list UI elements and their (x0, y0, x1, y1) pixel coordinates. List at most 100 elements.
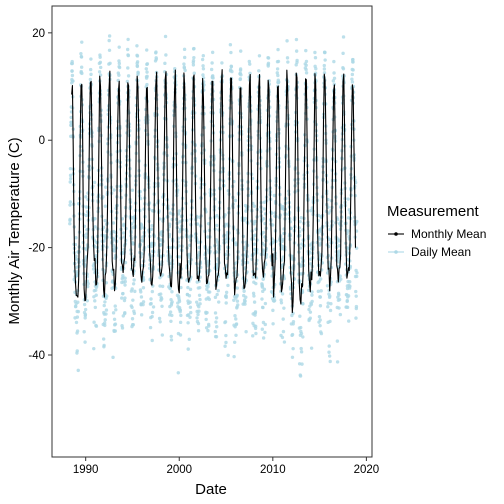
daily-mean-point (264, 262, 268, 267)
daily-mean-point (239, 73, 243, 77)
daily-mean-point (130, 305, 134, 310)
daily-mean-point (347, 237, 352, 241)
daily-mean-point (262, 287, 267, 291)
daily-mean-point (304, 71, 309, 75)
daily-mean-point (131, 282, 136, 286)
daily-mean-point (210, 50, 215, 55)
x-axis: 1990 2000 2010 2020 (73, 457, 379, 476)
daily-mean-point (253, 233, 257, 237)
daily-mean-point (69, 120, 74, 125)
daily-mean-point (215, 240, 220, 244)
daily-mean-point (322, 71, 327, 75)
daily-mean-point (86, 284, 90, 289)
daily-mean-point (234, 333, 238, 337)
daily-mean-point (332, 59, 336, 64)
daily-mean-point (68, 203, 72, 207)
daily-mean-point (328, 308, 333, 313)
daily-mean-point (310, 293, 314, 297)
daily-mean-point (84, 235, 88, 239)
daily-mean-point (92, 320, 96, 324)
daily-mean-point (177, 209, 182, 213)
daily-mean-point (223, 320, 228, 324)
daily-mean-point (243, 261, 247, 265)
daily-mean-point (188, 300, 192, 304)
daily-mean-point (75, 349, 79, 353)
daily-mean-point (241, 234, 246, 239)
daily-mean-point (178, 308, 182, 312)
y-tick-label: -20 (28, 243, 45, 255)
daily-mean-point (140, 252, 144, 256)
daily-mean-point (216, 289, 220, 293)
daily-mean-point (224, 333, 228, 338)
daily-mean-point (310, 299, 314, 304)
daily-mean-point (304, 59, 309, 64)
daily-mean-point (257, 69, 261, 73)
daily-mean-point (191, 63, 196, 67)
daily-mean-point (198, 285, 202, 290)
daily-mean-point (291, 346, 295, 351)
daily-mean-point (178, 255, 182, 259)
daily-mean-point (145, 82, 149, 87)
daily-mean-point (318, 304, 323, 308)
daily-mean-point (149, 227, 154, 231)
daily-mean-point (317, 314, 322, 319)
daily-mean-point (74, 304, 78, 309)
daily-mean-point (108, 61, 112, 65)
daily-mean-point (188, 315, 192, 319)
daily-mean-point (205, 287, 209, 292)
daily-mean-point (169, 338, 174, 342)
daily-mean-point (325, 284, 330, 288)
daily-mean-point (270, 223, 275, 227)
daily-mean-point (179, 285, 183, 290)
daily-mean-point (139, 290, 143, 294)
daily-mean-point (252, 294, 256, 298)
daily-mean-point (112, 188, 116, 192)
daily-mean-point (213, 311, 218, 315)
daily-mean-point (313, 50, 317, 55)
daily-mean-point (71, 79, 75, 83)
daily-mean-point (103, 204, 108, 208)
daily-mean-point (159, 292, 163, 296)
daily-mean-point (244, 295, 248, 299)
daily-mean-point (105, 294, 109, 298)
daily-mean-point (215, 223, 219, 228)
daily-mean-point (280, 335, 285, 340)
daily-mean-point (68, 180, 72, 184)
daily-mean-point (206, 285, 210, 289)
daily-mean-point (295, 58, 299, 63)
daily-mean-point (187, 252, 192, 257)
legend-key-daily (388, 250, 404, 254)
daily-mean-point (206, 221, 211, 226)
daily-mean-point (298, 219, 302, 224)
daily-mean-point (309, 346, 314, 350)
daily-mean-point (299, 216, 303, 220)
daily-mean-point (262, 207, 266, 211)
daily-mean-point (260, 297, 264, 301)
daily-mean-point (335, 360, 340, 364)
daily-mean-point (314, 67, 318, 71)
daily-mean-point (234, 317, 238, 321)
daily-mean-point (251, 334, 255, 338)
daily-mean-point (290, 355, 295, 359)
daily-mean-point (150, 223, 154, 228)
daily-mean-point (93, 217, 97, 221)
daily-mean-point (318, 295, 323, 299)
daily-mean-point (188, 305, 193, 309)
legend-label-daily: Daily Mean (411, 245, 471, 259)
daily-mean-point (196, 321, 201, 326)
daily-mean-point (111, 279, 115, 283)
daily-mean-point (123, 276, 127, 280)
daily-mean-point (198, 297, 202, 302)
daily-mean-point (120, 217, 125, 221)
daily-mean-point (323, 58, 327, 62)
daily-mean-point (164, 53, 168, 57)
daily-mean-point (207, 324, 211, 328)
daily-mean-point (92, 180, 97, 185)
daily-mean-point (348, 280, 352, 284)
daily-mean-point (85, 299, 89, 303)
y-tick-label: 0 (39, 135, 45, 147)
daily-mean-point (263, 330, 267, 335)
daily-mean-point (337, 297, 342, 302)
daily-mean-point (117, 45, 121, 49)
daily-mean-point (234, 242, 238, 247)
